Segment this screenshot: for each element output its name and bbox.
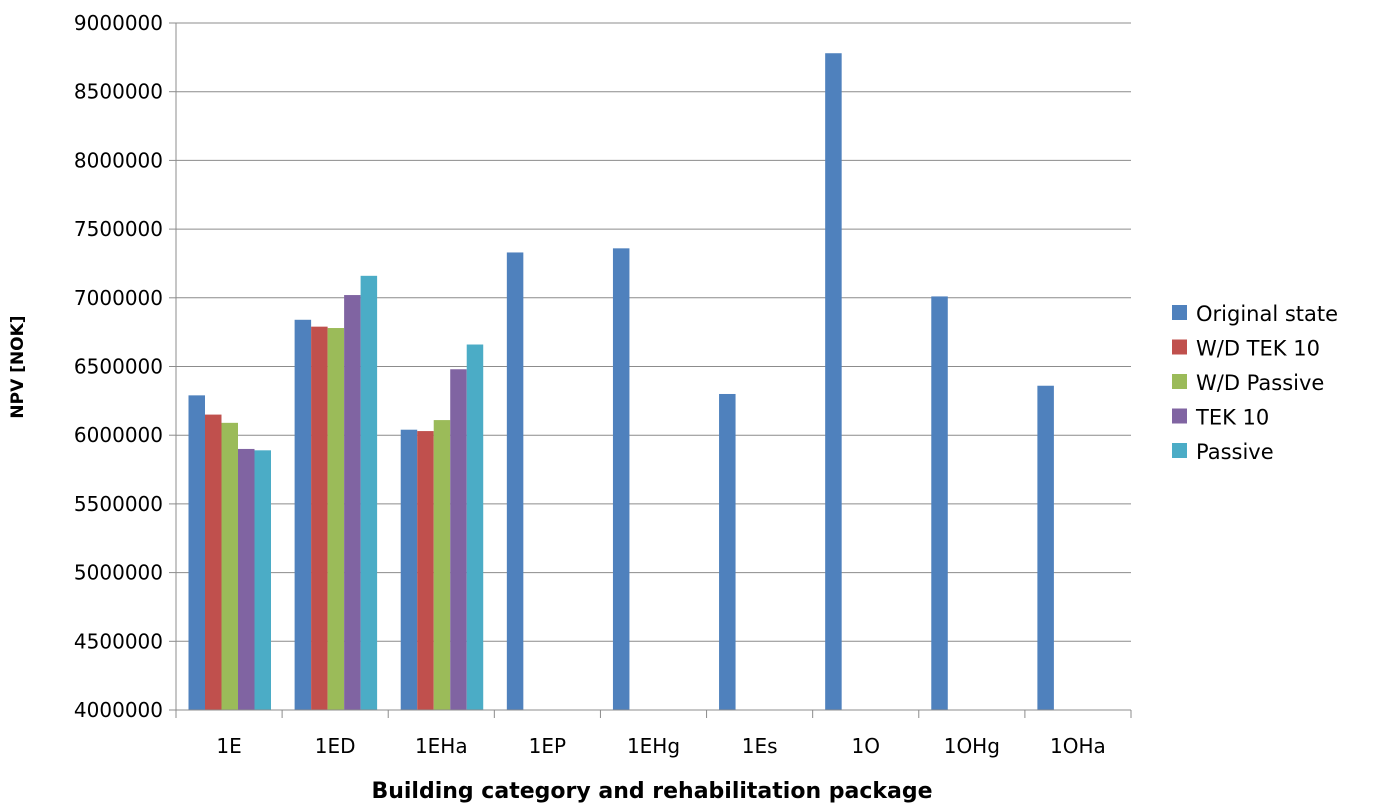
bar bbox=[825, 53, 842, 710]
bar bbox=[400, 429, 418, 710]
x-tick-label: 1OHa bbox=[1050, 734, 1106, 758]
legend-label: W/D TEK 10 bbox=[1196, 337, 1320, 361]
y-tick-label: 8500000 bbox=[74, 80, 163, 104]
bar bbox=[612, 248, 630, 710]
y-tick-label: 4500000 bbox=[74, 629, 163, 653]
bar bbox=[294, 319, 312, 710]
y-tick-label: 8000000 bbox=[74, 148, 163, 172]
y-tick-label: 5000000 bbox=[74, 561, 163, 585]
legend-label: W/D Passive bbox=[1196, 371, 1324, 395]
bar bbox=[344, 295, 361, 710]
bar bbox=[417, 431, 434, 710]
legend-label: Passive bbox=[1196, 440, 1274, 464]
bar bbox=[931, 296, 948, 710]
x-tick-label: 1EHa bbox=[415, 734, 468, 758]
bar bbox=[311, 326, 328, 710]
y-tick-label: 6000000 bbox=[74, 423, 163, 447]
x-tick-label: 1EHg bbox=[627, 734, 680, 758]
y-tick-label: 4000000 bbox=[74, 698, 163, 722]
x-tick-label: 1Es bbox=[742, 734, 778, 758]
legend-swatch bbox=[1172, 408, 1187, 424]
bar bbox=[254, 450, 271, 710]
axes bbox=[169, 22, 1132, 718]
y-axis-title: NPV [NOK] bbox=[8, 315, 28, 418]
bar bbox=[450, 369, 467, 710]
y-tick-label: 5500000 bbox=[74, 492, 163, 516]
y-tick-label: 7500000 bbox=[74, 217, 163, 241]
y-tick-label: 7000000 bbox=[74, 286, 163, 310]
legend-swatch bbox=[1172, 305, 1187, 320]
bar bbox=[719, 393, 736, 710]
bar bbox=[205, 414, 222, 710]
legend-swatch bbox=[1172, 339, 1187, 355]
legend-swatch bbox=[1172, 443, 1187, 458]
bar bbox=[238, 448, 255, 710]
bar bbox=[1037, 385, 1054, 710]
y-tick-label: 9000000 bbox=[74, 11, 163, 35]
legend-label: Original state bbox=[1196, 302, 1338, 326]
x-tick-label: 1EP bbox=[529, 734, 566, 758]
x-tick-label: 1O bbox=[851, 734, 879, 758]
x-tick-label: 1OHg bbox=[944, 734, 1000, 758]
bar bbox=[327, 328, 345, 710]
x-tick-label: 1E bbox=[216, 734, 241, 758]
bar bbox=[466, 344, 484, 710]
bar bbox=[188, 395, 205, 710]
x-tick-labels: 1E 1ED 1EHa 1EP 1EHg 1Es 1O 1OHg 1OHa bbox=[216, 734, 1105, 758]
legend-swatch bbox=[1172, 374, 1187, 389]
bar bbox=[221, 422, 238, 710]
y-tick-labels: 4000000 4500000 5000000 5500000 6000000 65000… bbox=[74, 11, 163, 722]
legend: Original state W/D TEK 10 W/D Passive TEK 1… bbox=[1172, 302, 1338, 464]
bars bbox=[188, 53, 1054, 710]
legend-label: TEK 10 bbox=[1195, 406, 1269, 430]
bar bbox=[506, 252, 524, 710]
y-tick-label: 6500000 bbox=[74, 355, 163, 379]
bar bbox=[360, 275, 378, 710]
x-tick-label: 1ED bbox=[315, 734, 356, 758]
x-axis-title: Building category and rehabilitation pac… bbox=[371, 779, 932, 804]
bar bbox=[433, 420, 451, 710]
